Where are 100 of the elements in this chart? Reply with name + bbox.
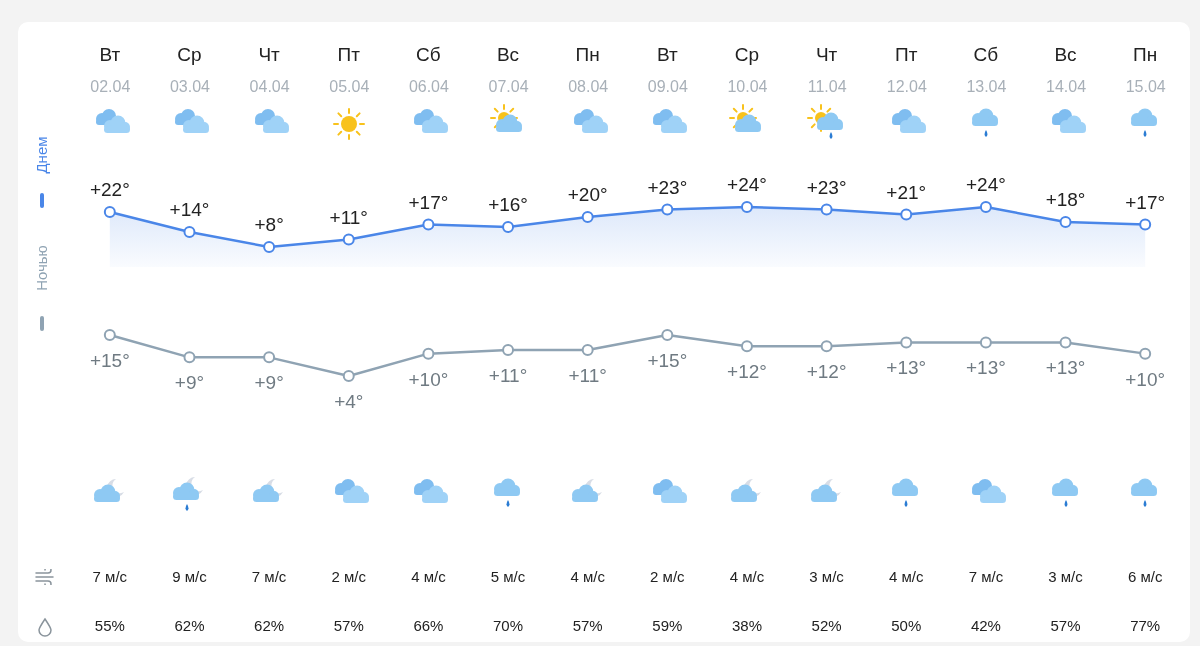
text: 4 м/с	[729, 568, 765, 585]
text: 3 м/с	[1048, 568, 1084, 585]
x-tick-label: 02.04	[90, 77, 131, 95]
text: 52%	[811, 617, 842, 634]
text: 57%	[572, 617, 603, 634]
x-tick-label: 10.04	[727, 77, 768, 95]
data-label: +9°	[174, 372, 205, 394]
text: Чт	[258, 44, 281, 65]
x-tick-label: 06.04	[408, 77, 450, 95]
x-tick-label: 13.04	[966, 77, 1007, 95]
point	[183, 351, 196, 364]
point	[661, 329, 674, 341]
text: 66%	[413, 617, 444, 634]
x-tick-label: 12.04	[886, 77, 927, 95]
point	[1139, 218, 1152, 231]
text: 50%	[891, 617, 922, 634]
point	[1059, 216, 1072, 228]
text: Вт	[656, 44, 678, 65]
text: 7 м/с	[92, 568, 128, 585]
data-label: +23°	[806, 176, 847, 198]
data-label: +10°	[1125, 368, 1166, 390]
data-label: +23°	[647, 176, 688, 198]
point	[103, 329, 116, 341]
text: Сб	[416, 44, 441, 65]
point	[422, 218, 435, 231]
data-label: +24°	[965, 174, 1006, 195]
point	[183, 226, 196, 238]
text: Вт	[99, 44, 121, 65]
text: 77%	[1130, 617, 1161, 634]
data-label: +4°	[334, 391, 364, 412]
point	[900, 208, 913, 221]
data-label: +9°	[254, 372, 284, 394]
data-label: +11°	[329, 206, 368, 228]
text: 7 м/с	[251, 568, 287, 585]
point	[502, 221, 515, 233]
text: Пн	[575, 44, 600, 65]
point	[900, 336, 913, 349]
text: Ср	[734, 44, 760, 65]
point	[1139, 347, 1152, 360]
data-label: +15°	[647, 350, 688, 371]
point	[820, 203, 833, 216]
x-tick-label: 03.04	[169, 77, 211, 95]
text: Ср	[177, 44, 202, 65]
point	[342, 233, 355, 246]
text: 55%	[94, 617, 125, 634]
point	[740, 201, 753, 213]
data-label: +18°	[1045, 189, 1086, 210]
data-label: +17°	[408, 191, 449, 213]
point	[422, 347, 435, 360]
data-label: +20°	[567, 184, 608, 205]
text: 5 м/с	[490, 568, 526, 585]
point	[581, 343, 594, 356]
data-label: +17°	[1125, 191, 1166, 213]
data-label: +12°	[727, 361, 767, 383]
text: Пт	[895, 44, 918, 65]
text: 7 м/с	[968, 568, 1004, 585]
point	[979, 201, 992, 213]
text: 57%	[333, 617, 364, 634]
data-label: +16°	[488, 194, 528, 215]
data-label: +14°	[169, 199, 210, 220]
x-tick-label: 07.04	[488, 77, 529, 95]
text: 38%	[731, 617, 762, 634]
data-label: +13°	[1045, 357, 1086, 379]
point	[103, 206, 116, 218]
point	[502, 343, 515, 356]
text: Вс	[496, 44, 520, 65]
x-tick-label: 04.04	[249, 77, 290, 95]
point	[342, 370, 355, 382]
text: 2 м/с	[650, 568, 686, 585]
point	[979, 336, 992, 349]
text: 2 м/с	[331, 568, 367, 585]
text: 9 м/с	[172, 568, 208, 585]
point	[1059, 336, 1072, 349]
text: 3 м/с	[809, 568, 845, 585]
text: 6 м/с	[1127, 568, 1163, 585]
text: Чт	[815, 44, 838, 65]
text: Днем	[33, 136, 50, 174]
point	[581, 211, 594, 223]
data-label: +13°	[886, 357, 927, 379]
data-label: +8°	[254, 214, 284, 235]
text: Пн	[1133, 44, 1158, 65]
data-label: +24°	[727, 174, 767, 195]
x-tick-label: 08.04	[568, 77, 609, 95]
text: 70%	[493, 617, 524, 634]
text: 4 м/с	[411, 568, 447, 585]
data-label: +11°	[488, 364, 528, 386]
text: Ночью	[33, 245, 50, 291]
x-tick-label: 05.04	[329, 77, 370, 95]
data-label: +10°	[408, 368, 449, 390]
data-label: +11°	[568, 364, 607, 386]
point	[263, 241, 276, 253]
data-label: +22°	[89, 179, 130, 200]
point	[263, 351, 276, 364]
x-tick-label: 15.04	[1125, 77, 1166, 95]
text: 57%	[1050, 617, 1081, 634]
text: 62%	[254, 617, 285, 634]
data-label: +13°	[965, 357, 1006, 379]
text: Сб	[973, 44, 999, 65]
text: 59%	[652, 617, 683, 634]
x-tick-label: 11.04	[807, 77, 847, 95]
